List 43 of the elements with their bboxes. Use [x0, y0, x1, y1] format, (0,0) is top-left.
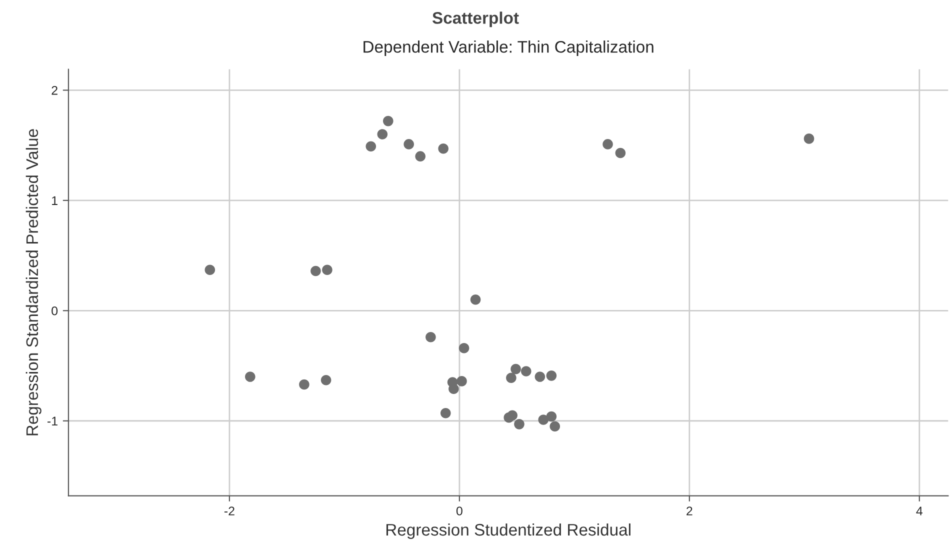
point: [456, 376, 467, 386]
point: [550, 421, 560, 432]
point: [546, 370, 557, 381]
point: [415, 151, 426, 162]
x-tick-label: 2: [686, 506, 692, 516]
point: [507, 410, 518, 421]
point: [404, 139, 414, 150]
y-tick-label: -1: [47, 416, 58, 426]
point: [538, 414, 549, 425]
point: [438, 143, 448, 154]
x-axis-title: Regression Studentized Residual: [386, 523, 630, 539]
x-tick-label: 0: [456, 506, 462, 516]
point: [534, 372, 546, 382]
point: [426, 332, 436, 342]
x-tick-label: 4: [916, 506, 923, 516]
point: [546, 411, 557, 422]
point: [804, 134, 814, 144]
point: [310, 266, 321, 276]
point: [602, 139, 613, 150]
point: [615, 148, 626, 158]
point: [510, 364, 521, 374]
point: [245, 372, 256, 382]
y-tick-label: 1: [52, 196, 58, 205]
point: [322, 264, 332, 276]
point: [440, 408, 451, 418]
point: [470, 294, 481, 305]
point: [299, 379, 310, 390]
chart-title: Scatterplot: [432, 12, 519, 28]
y-tick-label: 0: [52, 306, 58, 316]
point: [377, 129, 388, 140]
point: [520, 366, 532, 376]
y-axis-title: Regression Standardized Predicted Value: [26, 129, 42, 436]
y-tick-label: 2: [52, 86, 58, 95]
point: [506, 372, 516, 384]
x-tick-label: -2: [224, 506, 234, 516]
point: [458, 342, 470, 354]
point: [204, 264, 216, 276]
chart-subtitle: Dependent Variable: Thin Capitalization: [364, 40, 654, 56]
point: [448, 384, 459, 394]
point: [514, 419, 524, 430]
point: [320, 374, 332, 386]
point: [382, 116, 394, 126]
point: [366, 141, 376, 152]
